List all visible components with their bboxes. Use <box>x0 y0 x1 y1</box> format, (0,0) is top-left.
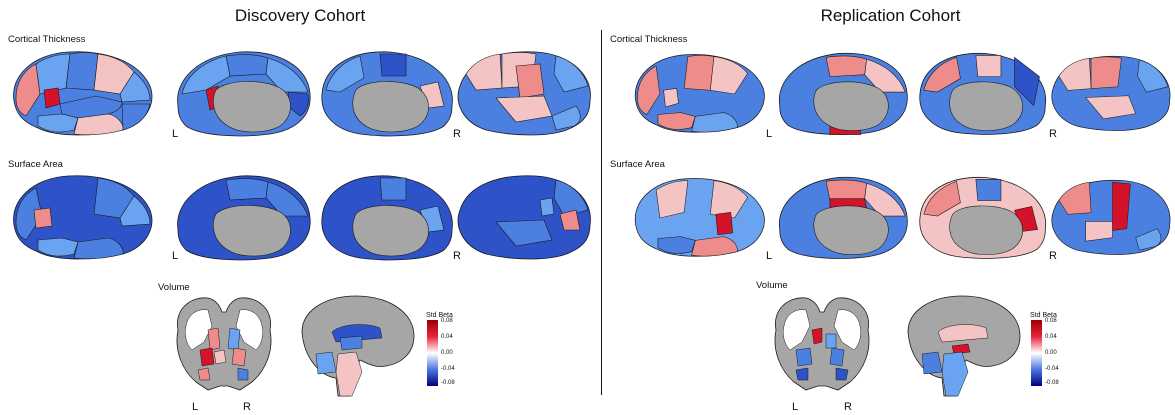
brain-medial-left-area <box>177 175 311 261</box>
brain-medial-right-area <box>919 177 1047 259</box>
hemisphere-label-left-area: L <box>766 250 773 262</box>
brain-medial-right-area <box>321 175 453 261</box>
hemisphere-label-left: L <box>766 128 773 140</box>
row-label-area: Surface Area <box>610 159 665 170</box>
brain-medial-left <box>778 52 908 135</box>
brain-lateral-right <box>457 51 591 136</box>
legend-tick-1: 0.08 <box>441 318 453 324</box>
legend-tick-3: 0.00 <box>441 350 453 356</box>
legend-tick-2: 0.04 <box>441 334 453 340</box>
brain-lateral-left <box>13 51 153 136</box>
legend-colorbar <box>1031 320 1042 386</box>
brain-medial-left-area <box>778 176 908 259</box>
row-label-thickness: Cortical Thickness <box>610 34 688 45</box>
hemisphere-label-right-area: R <box>1049 250 1057 262</box>
brain-medial-left <box>177 51 311 137</box>
legend-tick-4: -0.04 <box>441 366 455 372</box>
coronal-label-right: R <box>243 401 251 413</box>
volume-label: Volume <box>756 280 788 291</box>
coronal-slice <box>774 297 870 391</box>
legend-tick-5: -0.08 <box>1045 380 1059 386</box>
coronal-label-left: L <box>792 401 799 413</box>
row-label-thickness: Cortical Thickness <box>8 34 86 45</box>
brain-medial-right <box>919 53 1047 135</box>
brain-lateral-right-area <box>1051 179 1171 255</box>
panel-title: Discovery Cohort <box>234 6 366 25</box>
volume-label: Volume <box>158 282 190 293</box>
coronal-label-left: L <box>192 401 199 413</box>
brain-medial-right <box>321 51 453 137</box>
hemisphere-label-right: R <box>1049 128 1057 140</box>
legend-tick-5: -0.08 <box>441 380 455 386</box>
brain-lateral-right-area <box>457 175 591 260</box>
brain-lateral-right <box>1051 55 1171 131</box>
legend-title: Std Beta <box>1030 312 1057 319</box>
legend-tick-3: 0.00 <box>1045 350 1057 356</box>
legend-tick-4: -0.04 <box>1045 366 1059 372</box>
legend-colorbar <box>427 320 438 386</box>
hemisphere-label-left: L <box>172 128 179 140</box>
discovery-panel: Discovery Cohort Cortical Thickness Surf… <box>8 6 591 413</box>
hemisphere-label-right: R <box>453 128 461 140</box>
panel-title: Replication Cohort <box>820 6 961 25</box>
hemisphere-label-right-area: R <box>453 250 461 262</box>
sagittal-slice <box>301 295 415 397</box>
row-label-area: Surface Area <box>8 159 63 170</box>
sagittal-slice <box>907 295 1021 397</box>
legend-tick-1: 0.08 <box>1045 318 1057 324</box>
coronal-slice <box>176 297 272 391</box>
legend-tick-2: 0.04 <box>1045 334 1057 340</box>
panel-divider <box>601 30 603 395</box>
brain-lateral-left-area <box>13 175 153 260</box>
replication-panel: Replication Cohort Cortical Thickness Su… <box>606 0 1175 415</box>
coronal-label-right: R <box>844 401 852 413</box>
brain-lateral-left <box>634 54 765 133</box>
brain-lateral-left-area <box>634 178 765 257</box>
hemisphere-label-left-area: L <box>172 250 179 262</box>
legend-title: Std Beta <box>426 312 453 319</box>
